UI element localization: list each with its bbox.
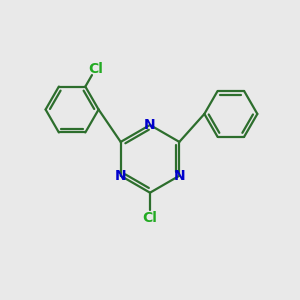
Text: N: N — [115, 169, 127, 183]
Text: N: N — [173, 169, 185, 183]
Text: Cl: Cl — [88, 62, 103, 76]
Text: N: N — [144, 118, 156, 132]
Text: Cl: Cl — [142, 211, 158, 225]
